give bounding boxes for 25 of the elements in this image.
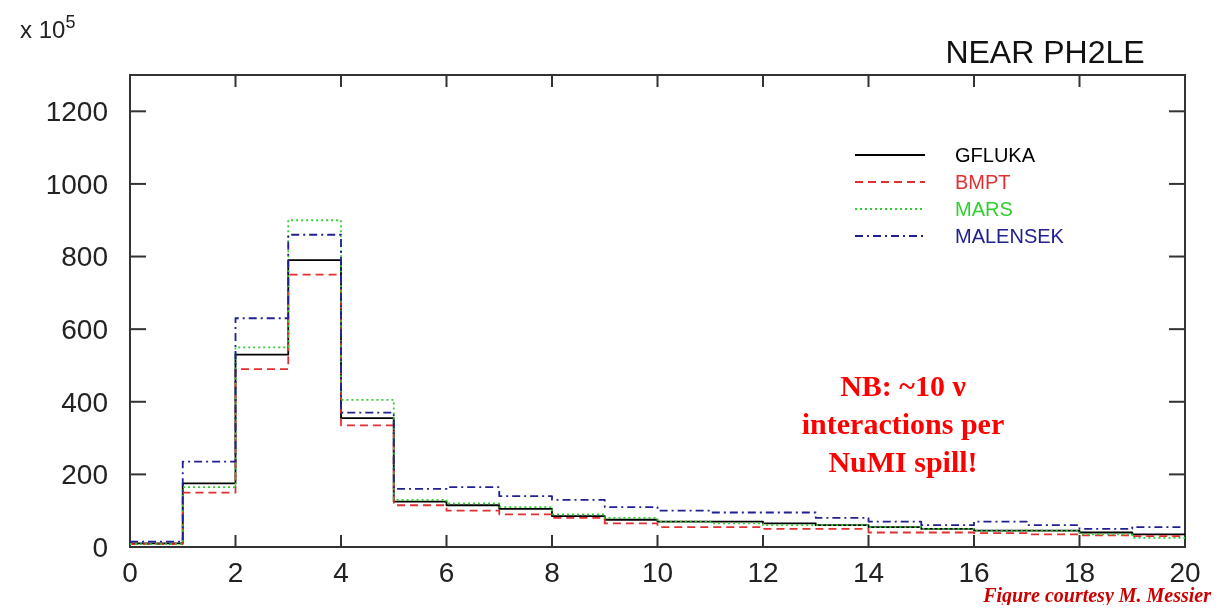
x-tick-label: 8 xyxy=(544,557,560,588)
y-tick-label: 600 xyxy=(61,313,108,345)
annotation: NB: ~10 ν interactions per NuMI spill! xyxy=(801,369,1005,478)
y-tick-label: 0 xyxy=(92,531,108,563)
y-tick-label: 1200 xyxy=(45,96,108,128)
y-tick-label: 200 xyxy=(61,459,108,491)
legend-label: BMPT xyxy=(955,171,1011,193)
x-tick-label: 20 xyxy=(1169,557,1201,588)
legend-label: MALENSEK xyxy=(955,225,1065,247)
y-tick-label: 800 xyxy=(61,241,108,273)
x-tick-label: 10 xyxy=(641,557,674,588)
x-tick-label: 6 xyxy=(438,557,455,588)
x-tick-label: 16 xyxy=(958,557,990,588)
x-tick-label: 12 xyxy=(747,557,779,588)
text: x 10$^{5}$ xyxy=(20,12,76,43)
y-tick-label: 400 xyxy=(61,386,108,418)
legend-label: MARS xyxy=(955,198,1013,220)
x-tick-label: 18 xyxy=(1063,557,1096,588)
chart-title: NEAR PH2LE xyxy=(945,34,1145,70)
legend-label: GFLUKA xyxy=(955,144,1036,166)
x-tick-label: 0 xyxy=(122,557,138,588)
x-tick-label: 14 xyxy=(852,557,885,588)
y-tick-label: 1000 xyxy=(45,168,108,200)
x-tick-label: 4 xyxy=(333,557,349,588)
x-tick-label: 2 xyxy=(227,557,244,588)
